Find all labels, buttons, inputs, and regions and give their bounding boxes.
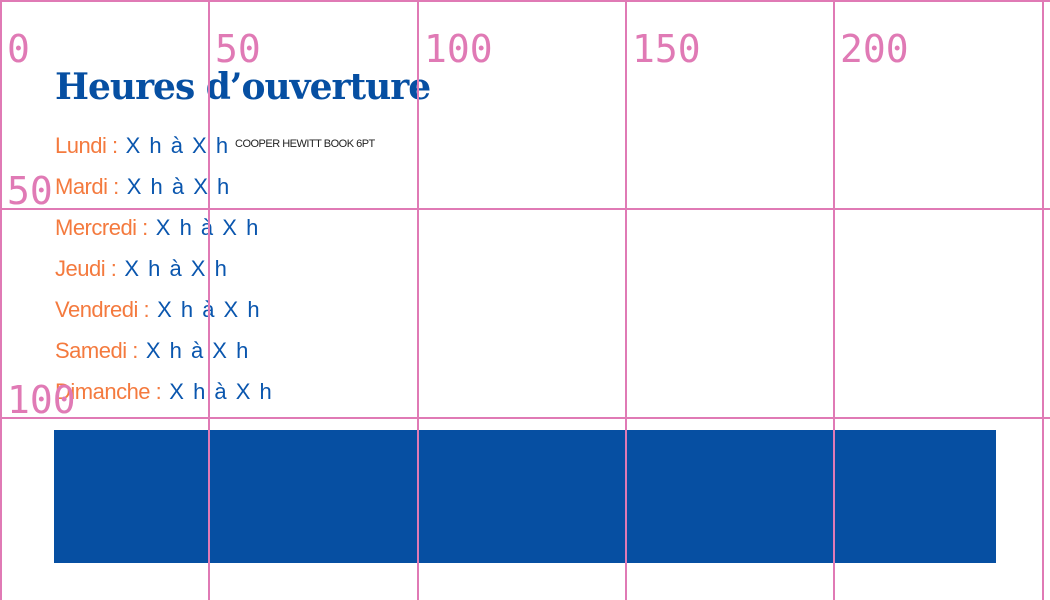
hours-value: X h à X h (124, 256, 229, 281)
grid-x-label: 0 (7, 27, 30, 71)
grid-vertical-line (833, 0, 835, 600)
hours-value: X h à X h (169, 379, 274, 404)
grid-vertical-line (1042, 0, 1044, 600)
page-title: Heures d’ouverture (55, 66, 431, 108)
grid-x-label: 100 (424, 27, 493, 71)
grid-vertical-line (0, 0, 2, 600)
grid-horizontal-line (0, 208, 1050, 210)
blue-color-band (54, 430, 996, 563)
grid-vertical-line (625, 0, 627, 600)
day-label: Mardi : (55, 174, 119, 199)
grid-vertical-line (417, 0, 419, 600)
grid-y-label: 100 (7, 378, 76, 422)
grid-y-label: 50 (7, 169, 53, 213)
hours-value: X h à X h (125, 133, 230, 158)
grid-vertical-line (208, 0, 210, 600)
day-label: Samedi : (55, 338, 138, 363)
day-label: Jeudi : (55, 256, 117, 281)
schedule-row: Samedi : X h à X h (55, 338, 250, 364)
grid-horizontal-line (0, 417, 1050, 419)
grid-horizontal-line (0, 0, 1050, 2)
schedule-row: Lundi : X h à X h (55, 133, 230, 159)
day-label: Lundi : (55, 133, 118, 158)
grid-x-label: 50 (215, 27, 261, 71)
day-label: Dimanche : (55, 379, 162, 404)
hours-value: X h à X h (145, 338, 250, 363)
grid-x-label: 200 (840, 27, 909, 71)
schedule-row: Vendredi :X h à X h (55, 297, 261, 323)
day-label: Mercredi : (55, 215, 148, 240)
day-label: Vendredi : (55, 297, 150, 322)
schedule-row: Mardi : X h à X h (55, 174, 231, 200)
hours-value: X h à X h (155, 215, 260, 240)
grid-x-label: 150 (632, 27, 701, 71)
schedule-row: Dimanche : X h à X h (55, 379, 273, 405)
font-annotation: COOPER HEWITT BOOK 6PT (235, 138, 375, 150)
schedule-row: Jeudi : X h à X h (55, 256, 228, 282)
schedule-row: Mercredi : X h à X h (55, 215, 260, 241)
hours-value: X h à X h (126, 174, 231, 199)
